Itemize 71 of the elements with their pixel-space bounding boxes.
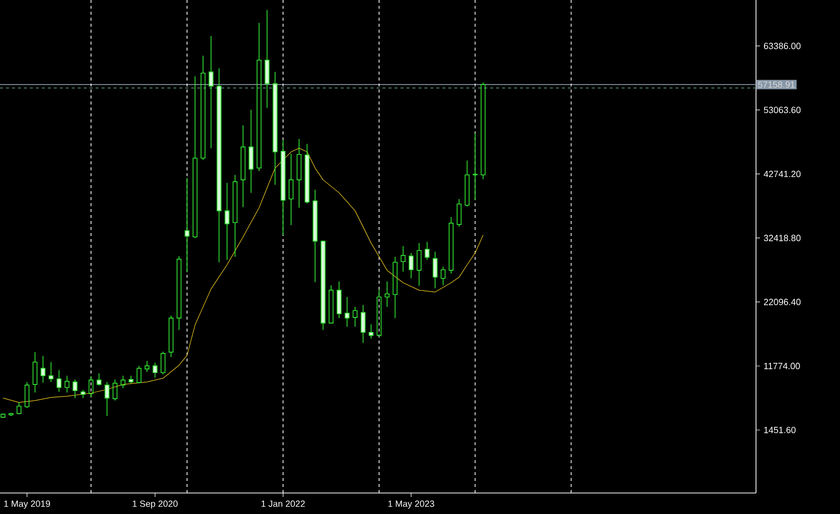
candlestick [360, 304, 366, 344]
candlestick [104, 382, 110, 416]
candlestick [200, 55, 206, 160]
candlestick [368, 324, 374, 339]
candlestick [144, 360, 150, 372]
candlestick [440, 266, 446, 286]
candlestick [168, 315, 174, 358]
candlestick [240, 124, 246, 208]
candlestick [152, 362, 158, 378]
candlestick [432, 251, 438, 289]
candlestick [208, 36, 214, 149]
ref-line-label: 57158.91 [758, 81, 795, 88]
candlestick [112, 379, 118, 401]
line-series [2, 148, 484, 403]
candlestick [88, 376, 94, 398]
candlestick [320, 240, 326, 330]
y-tick-label: 42741.20 [764, 170, 801, 178]
candlestick [184, 178, 190, 273]
candlestick [80, 390, 86, 398]
candlestick [416, 242, 422, 286]
candlestick [472, 132, 478, 200]
candlestick [480, 82, 486, 180]
candlestick [224, 182, 230, 260]
candlestick [448, 216, 454, 274]
candlestick [248, 109, 254, 194]
candlestick [408, 252, 414, 279]
candlestick [288, 153, 294, 226]
y-tick-label: 22096.40 [764, 298, 801, 306]
candlestick [304, 143, 310, 204]
candlestick [24, 382, 30, 408]
candlestick [176, 256, 182, 330]
candlestick [64, 375, 70, 393]
x-tick-label: 1 Sep 2020 [132, 500, 178, 509]
x-tick-label: 1 May 2019 [4, 500, 50, 509]
candlestick [256, 22, 262, 172]
candlestick [192, 76, 198, 238]
candlestick [128, 375, 134, 384]
candlestick [400, 246, 406, 272]
candlestick [352, 306, 358, 328]
candlestick [344, 296, 350, 328]
candlestick [56, 370, 62, 392]
candlestick [72, 379, 78, 398]
candlestick [32, 352, 38, 393]
x-tick-label: 1 May 2023 [388, 500, 434, 509]
candlestick [392, 256, 398, 318]
candlestick [48, 362, 54, 382]
candlestick [376, 289, 382, 338]
candlestick [456, 198, 462, 228]
y-tick-label: 1451.60 [764, 426, 796, 434]
candlestick [0, 414, 6, 418]
candlestick [312, 189, 318, 283]
candlestick [96, 372, 102, 386]
candlestick [272, 72, 278, 186]
candlestick [232, 174, 238, 258]
candlestick [120, 375, 126, 389]
candlestick [264, 10, 270, 108]
candlestick [216, 68, 222, 263]
y-tick-label: 53063.60 [764, 106, 801, 114]
candlestick [40, 356, 46, 383]
candlestick [464, 160, 470, 207]
y-tick-label: 32418.80 [764, 234, 801, 242]
candlestick [160, 351, 166, 375]
y-tick-label: 63386.00 [764, 42, 801, 50]
y-tick-label: 11774.00 [764, 362, 800, 370]
candlestick [424, 241, 430, 260]
x-tick-label: 1 Jan 2022 [262, 500, 305, 507]
candlestick [336, 281, 342, 318]
candlestick [384, 281, 390, 308]
candlestick [280, 140, 286, 236]
candlestick [296, 138, 302, 208]
candlestick [328, 284, 334, 324]
